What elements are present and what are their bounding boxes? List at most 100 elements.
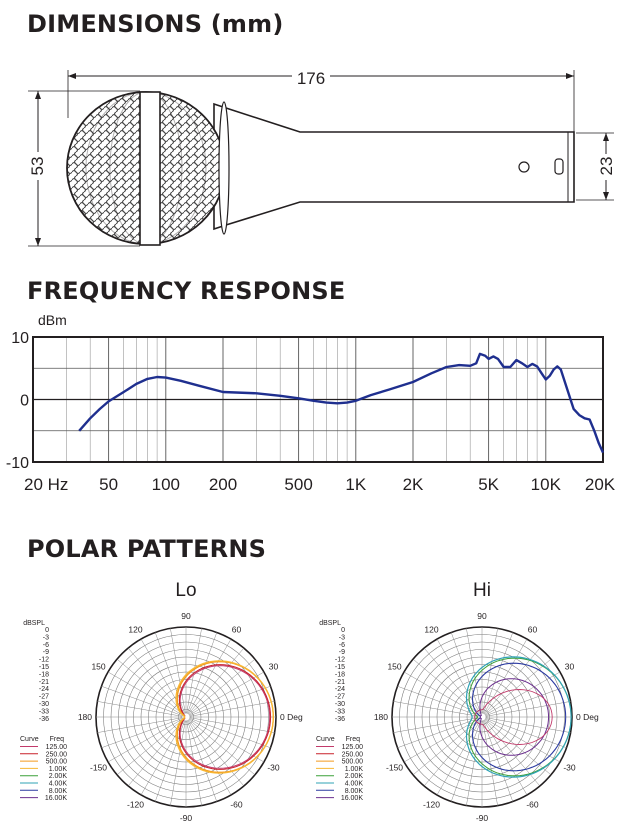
polar-angle-label: 30 [269, 662, 279, 672]
legend-freq-label: 500.00 [46, 759, 68, 766]
dimensions-heading: DIMENSIONS (mm) [27, 10, 284, 38]
polar-scale-value: -24 [39, 686, 49, 693]
polar-spoke [187, 719, 232, 796]
polar-angle-label: -60 [526, 799, 539, 809]
y-tick-label: -10 [6, 455, 29, 472]
legend-freq-label: 16.00K [341, 795, 364, 802]
polar-spoke [188, 718, 265, 763]
polar-spoke [483, 719, 528, 796]
polar-scale-value: -3 [43, 634, 49, 641]
polar-spoke [127, 719, 184, 787]
polar-angle-label: 150 [91, 662, 105, 672]
polar-scale-value: -15 [335, 664, 345, 671]
polar-curve [465, 656, 572, 778]
polar-spoke [116, 719, 184, 776]
x-tick-label: 50 [99, 475, 118, 494]
polar-spoke [188, 647, 245, 715]
polar-scale-value: -30 [39, 701, 49, 708]
y-tick-label: 10 [11, 330, 29, 347]
polar-angle-label: 60 [232, 625, 242, 635]
polar-scale-value: -3 [339, 634, 345, 641]
polar-scale-value: -9 [43, 649, 49, 656]
legend-freq-label: 250.00 [46, 751, 68, 758]
y-tick-label: 0 [20, 393, 29, 410]
polar-spoke [186, 720, 202, 806]
polar-spoke [186, 720, 218, 802]
x-tick-label: 200 [209, 475, 237, 494]
polar-spoke [403, 671, 480, 716]
legend-freq-label: 4.00K [49, 781, 68, 788]
polar-scale-value: -27 [335, 694, 345, 701]
handle-end-value: 23 [597, 157, 616, 176]
polar-scale-unit: dBSPL [23, 620, 45, 627]
polar-scale-value: -12 [335, 657, 345, 664]
polar-spoke [188, 719, 245, 787]
legend-freq-label: 125.00 [46, 744, 68, 751]
polar-spoke [484, 719, 541, 787]
polar-curve [468, 657, 572, 777]
polar-angle-label: 90 [477, 611, 487, 621]
polar-spoke [484, 671, 561, 716]
polar-spoke [97, 717, 183, 733]
legend-freq-label: 2.00K [345, 773, 364, 780]
polar-angle-label: 120 [128, 625, 142, 635]
polar-angle-label: -90 [476, 813, 489, 823]
polar-angle-label: -60 [230, 799, 243, 809]
polar-angle-label: 60 [528, 625, 538, 635]
polar-scale-value: -24 [335, 686, 345, 693]
polar-spoke [397, 685, 479, 717]
polar-spoke [170, 720, 186, 806]
polar-scale-value: -18 [335, 671, 345, 678]
polar-curve [474, 689, 553, 745]
legend-freq-label: 1.00K [49, 766, 68, 773]
polar-spoke [393, 717, 479, 733]
polar-spoke [485, 685, 567, 717]
polar-spoke [484, 647, 541, 715]
polar-scale-value: -36 [39, 716, 49, 723]
x-tick-label: 1K [345, 475, 366, 494]
polar-plot-title: Lo [175, 580, 196, 601]
x-tick-label: 20 Hz [24, 475, 68, 494]
polar-spoke [450, 632, 482, 714]
polar-spoke [186, 628, 202, 714]
polar-spoke [393, 701, 479, 717]
length-value: 176 [297, 69, 325, 88]
legend-freq-label: 8.00K [49, 788, 68, 795]
polar-angle-label: 180 [374, 712, 388, 722]
legend-freq-header: Freq [346, 736, 361, 743]
polar-spoke [482, 628, 498, 714]
legend-freq-header: Freq [50, 736, 65, 743]
polar-spoke [189, 717, 275, 733]
polar-angle-label: 0 Deg [576, 712, 599, 722]
polar-scale-value: -33 [39, 708, 49, 715]
polar-angle-label: 180 [78, 712, 92, 722]
legend-freq-label: 16.00K [45, 795, 68, 802]
polar-spoke [127, 647, 184, 715]
polar-spoke [423, 719, 480, 787]
polar-spoke [484, 718, 561, 763]
polar-spoke [482, 720, 498, 806]
x-tick-label: 5K [478, 475, 499, 494]
polar-patterns-heading: POLAR PATTERNS [27, 535, 267, 563]
arrowhead-right-icon [566, 73, 574, 79]
x-tick-label: 2K [403, 475, 424, 494]
polar-angle-label: 120 [424, 625, 438, 635]
legend-freq-label: 500.00 [342, 759, 364, 766]
polar-angle-label: -30 [267, 763, 280, 773]
slot-icon [554, 158, 564, 175]
polar-angle-label: -120 [127, 799, 144, 809]
polar-scale-value: -6 [339, 642, 345, 649]
y-axis-unit: dBm [38, 312, 67, 328]
polar-spoke [397, 717, 479, 749]
polar-scale-value: -21 [39, 679, 49, 686]
polar-angle-label: -150 [386, 763, 403, 773]
polar-scale-value: -15 [39, 664, 49, 671]
polar-plot-title: Hi [473, 580, 491, 601]
polar-angle-label: 90 [181, 611, 191, 621]
screw-icon [518, 161, 530, 173]
polar-spoke [484, 719, 552, 776]
polar-angle-label: 150 [387, 662, 401, 672]
